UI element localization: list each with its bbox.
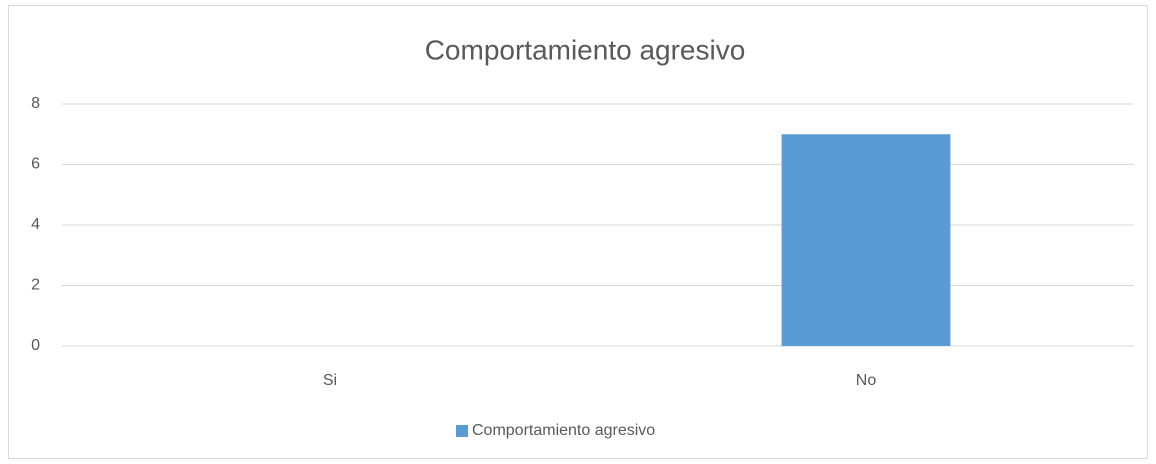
y-tick-label: 4 [31,216,40,233]
y-tick-label: 2 [31,277,40,294]
y-tick-label: 8 [31,95,40,112]
x-tick-label: No [856,372,877,389]
legend-label: Comportamiento agresivo [472,422,655,439]
y-tick-label: 0 [31,337,40,354]
bar [781,134,951,346]
legend-swatch [456,425,468,437]
chart-border [8,5,1148,459]
chart-title: Comportamiento agresivo [425,34,746,65]
x-tick-label: Si [323,372,337,389]
y-tick-label: 6 [31,156,40,173]
